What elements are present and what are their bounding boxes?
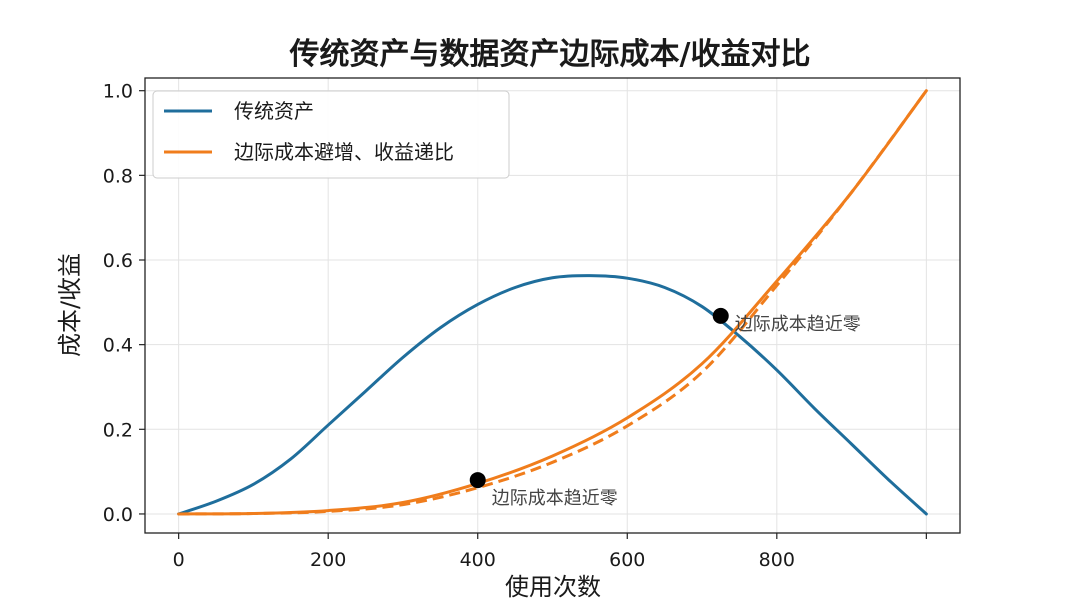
legend-label: 边际成本避增、收益递比 bbox=[234, 140, 454, 164]
x-axis-label: 使用次数 bbox=[505, 573, 601, 601]
tick-labels: 0 200 400 600 800 0.0 0.2 0.4 0.6 0.8 1.0 bbox=[103, 81, 927, 571]
x-tick-label: 600 bbox=[609, 549, 645, 571]
series-lines bbox=[177, 89, 928, 516]
annotation-label: 边际成本趋近零 bbox=[735, 314, 861, 335]
y-tick-label: 0.6 bbox=[103, 250, 133, 272]
legend-box bbox=[152, 90, 510, 179]
chart-title: 传统资产与数据资产边际成本/收益对比 bbox=[289, 37, 811, 72]
series-line-2 bbox=[178, 89, 928, 516]
y-tick-label: 0.4 bbox=[103, 335, 133, 357]
plot-frame bbox=[144, 77, 961, 534]
legend-label: 传统资产 bbox=[234, 99, 314, 123]
y-tick-label: 0.2 bbox=[103, 419, 133, 441]
annotation-point bbox=[712, 307, 729, 324]
annotation-label: 边际成本趋近零 bbox=[492, 488, 618, 509]
x-tick-label: 200 bbox=[310, 549, 346, 571]
y-tick-label: 0.8 bbox=[103, 165, 133, 187]
x-tick-label: 400 bbox=[460, 549, 496, 571]
series-line-0 bbox=[177, 274, 928, 516]
x-tick-label: 800 bbox=[759, 549, 795, 571]
annotation-point bbox=[469, 472, 486, 489]
y-tick-label: 1.0 bbox=[103, 81, 133, 103]
y-tick-label: 0.0 bbox=[103, 504, 133, 526]
y-axis-label: 成本/收益 bbox=[56, 253, 84, 357]
x-tick-label: 0 bbox=[173, 549, 185, 571]
